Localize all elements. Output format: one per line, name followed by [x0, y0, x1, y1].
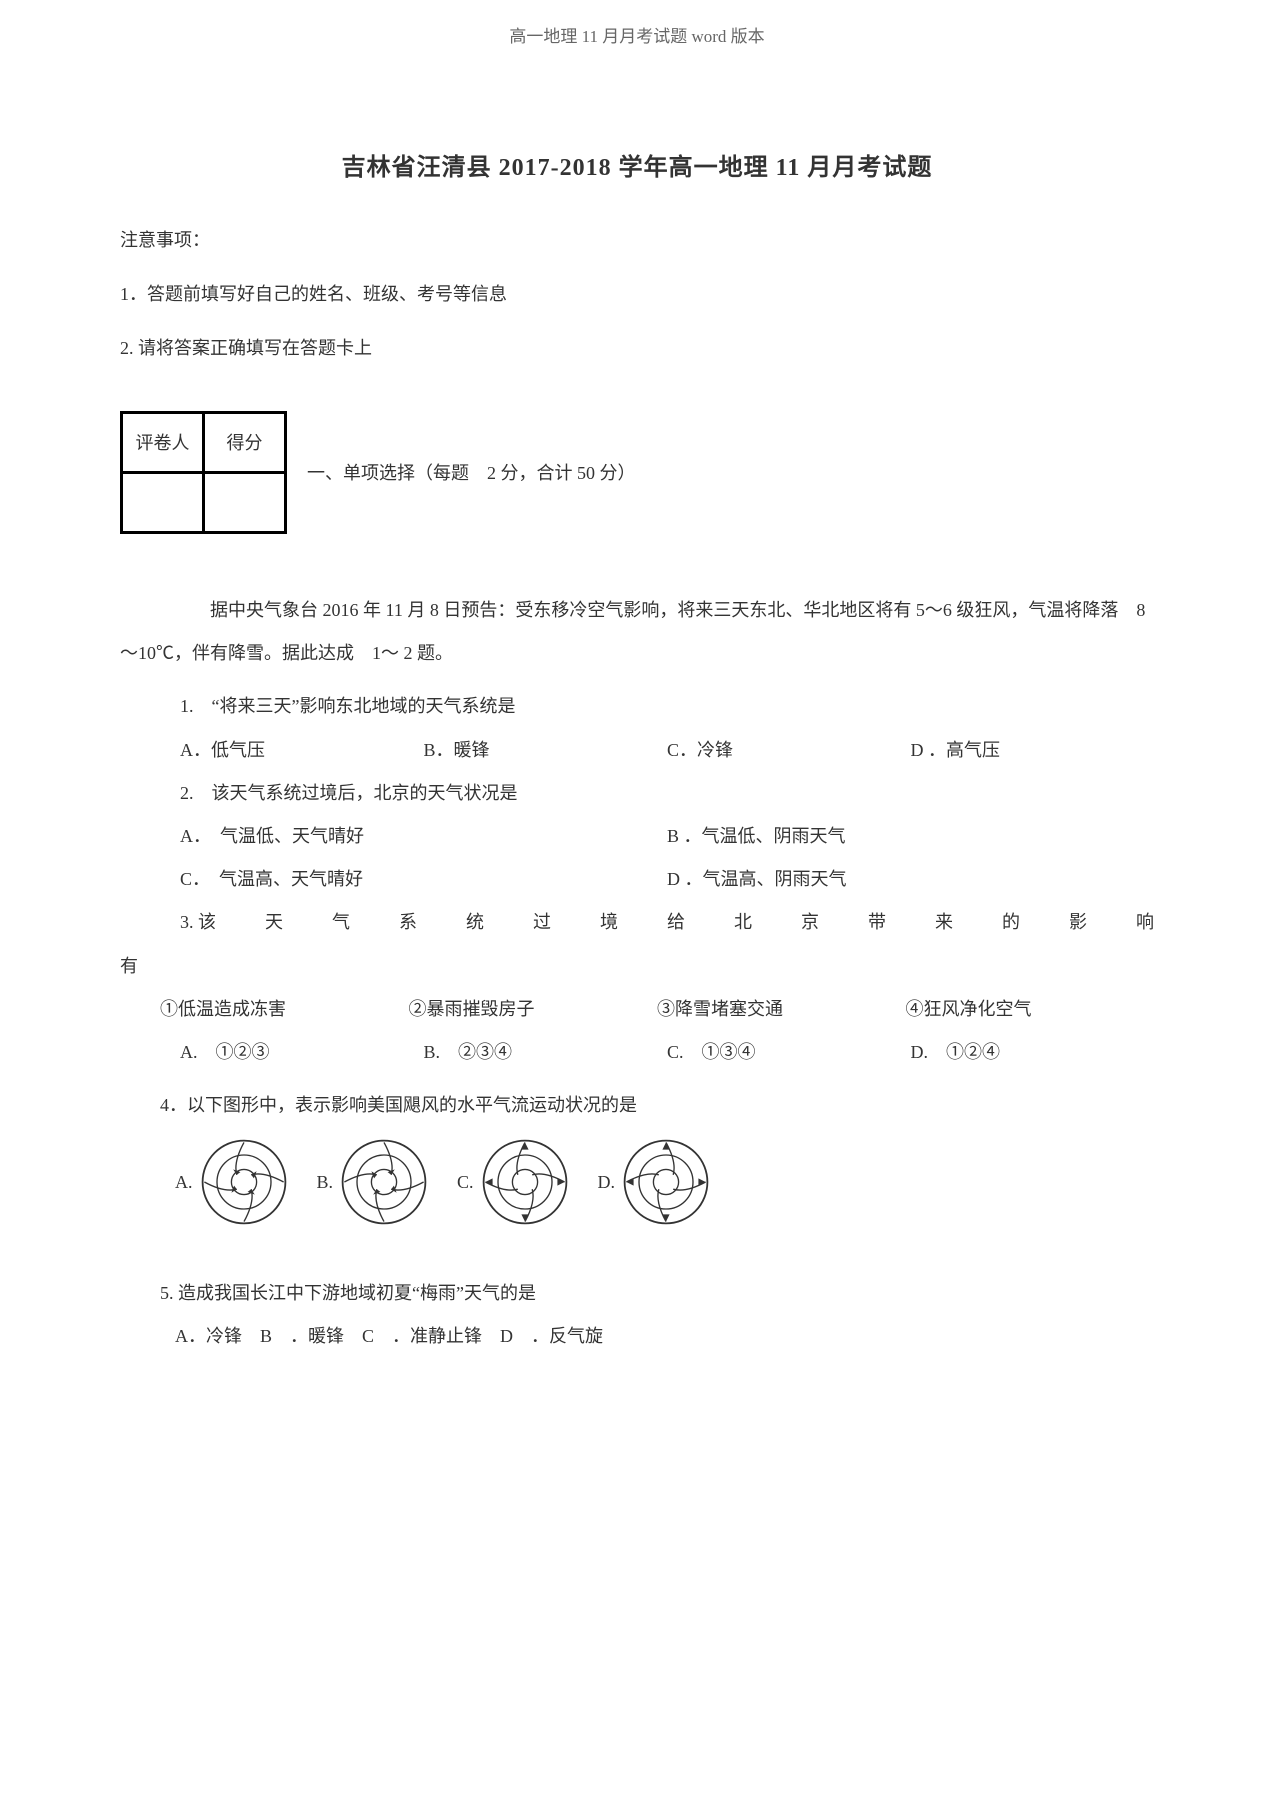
- q3-options: A. ①②③ B. ②③④ C. ①③④ D. ①②④: [180, 1031, 1154, 1074]
- q4-label-d: D.: [598, 1164, 616, 1200]
- cyclone-icon: [480, 1137, 570, 1227]
- q4-diagram-a: A.: [175, 1137, 289, 1227]
- score-table: 评卷人 得分: [120, 411, 287, 534]
- q1-opt-b: B．暖锋: [424, 729, 668, 772]
- q5-stem: 5. 造成我国长江中下游地域初夏“梅雨”天气的是: [160, 1272, 1154, 1315]
- section-1-title: 一、单项选择（每题 2 分，合计 50 分）: [307, 455, 636, 491]
- q3-opt-d: D. ①②④: [911, 1031, 1155, 1074]
- q4-label-a: A.: [175, 1164, 193, 1200]
- q3-opt-a: A. ①②③: [180, 1031, 424, 1074]
- q3-sub-3: ③降雪堵塞交通: [657, 988, 906, 1031]
- notice-item-1: 1．答题前填写好自己的姓名、班级、考号等信息: [120, 276, 1154, 312]
- section-header-row: 评卷人 得分 一、单项选择（每题 2 分，合计 50 分）: [120, 411, 1154, 534]
- q4-diagram-row: A. B.: [175, 1137, 1154, 1227]
- q2-opt-c: C． 气温高、天气晴好: [180, 858, 667, 901]
- q2-stem: 2. 该天气系统过境后，北京的天气状况是: [180, 772, 1154, 815]
- notice-item-2: 2. 请将答案正确填写在答题卡上: [120, 330, 1154, 366]
- q4-label-c: C.: [457, 1164, 474, 1200]
- q3-sub-options: ①低温造成冻害 ②暴雨摧毁房子 ③降雪堵塞交通 ④狂风净化空气: [160, 988, 1154, 1031]
- q2-options-row1: A． 气温低、天气晴好 B ．气温低、阴雨天气: [180, 815, 1154, 858]
- cyclone-icon: [199, 1137, 289, 1227]
- q4-stem: 4．以下图形中，表示影响美国飓风的水平气流运动状况的是: [160, 1084, 1154, 1127]
- q3-opt-c: C. ①③④: [667, 1031, 911, 1074]
- q3-tail: 有: [120, 945, 1154, 988]
- score-table-cell-score: [204, 473, 286, 533]
- q4-diagram-d: D.: [598, 1137, 712, 1227]
- q2-opt-b: B ．气温低、阴雨天气: [667, 815, 1154, 858]
- q2-opt-d: D ．气温高、阴雨天气: [667, 858, 1154, 901]
- q2-opt-a: A． 气温低、天气晴好: [180, 815, 667, 858]
- q1-opt-c: C．冷锋: [667, 729, 911, 772]
- q3-sub-2: ②暴雨摧毁房子: [409, 988, 658, 1031]
- q1-options: A．低气压 B．暖锋 C．冷锋 D ．高气压: [180, 729, 1154, 772]
- q3-sub-4: ④狂风净化空气: [906, 988, 1155, 1031]
- q1-stem: 1. “将来三天”影响东北地域的天气系统是: [180, 685, 1154, 728]
- q1-opt-a: A．低气压: [180, 729, 424, 772]
- cyclone-icon: [339, 1137, 429, 1227]
- notice-heading: 注意事项：: [120, 222, 1154, 258]
- score-table-cell-grader: [122, 473, 204, 533]
- cyclone-icon: [621, 1137, 711, 1227]
- q4-diagram-c: C.: [457, 1137, 570, 1227]
- score-table-header-grader: 评卷人: [122, 413, 204, 473]
- passage-1: 据中央气象台 2016 年 11 月 8 日预告：受东移冷空气影响，将来三天东北…: [120, 589, 1154, 675]
- score-table-header-score: 得分: [204, 413, 286, 473]
- q3-stem: 3. 该天气系统过境给北京带来的影响: [180, 901, 1154, 944]
- q3-sub-1: ①低温造成冻害: [160, 988, 409, 1031]
- q5-options: A．冷锋 B ．暖锋 C ．准静止锋 D ．反气旋: [175, 1315, 1154, 1358]
- exam-title: 吉林省汪清县 2017-2018 学年高一地理 11 月月考试题: [120, 144, 1154, 192]
- q4-label-b: B.: [317, 1164, 334, 1200]
- q1-opt-d: D ．高气压: [911, 729, 1155, 772]
- q2-options-row2: C． 气温高、天气晴好 D ．气温高、阴雨天气: [180, 858, 1154, 901]
- page-header: 高一地理 11 月月考试题 word 版本: [120, 20, 1154, 54]
- q4-diagram-b: B.: [317, 1137, 430, 1227]
- q3-opt-b: B. ②③④: [424, 1031, 668, 1074]
